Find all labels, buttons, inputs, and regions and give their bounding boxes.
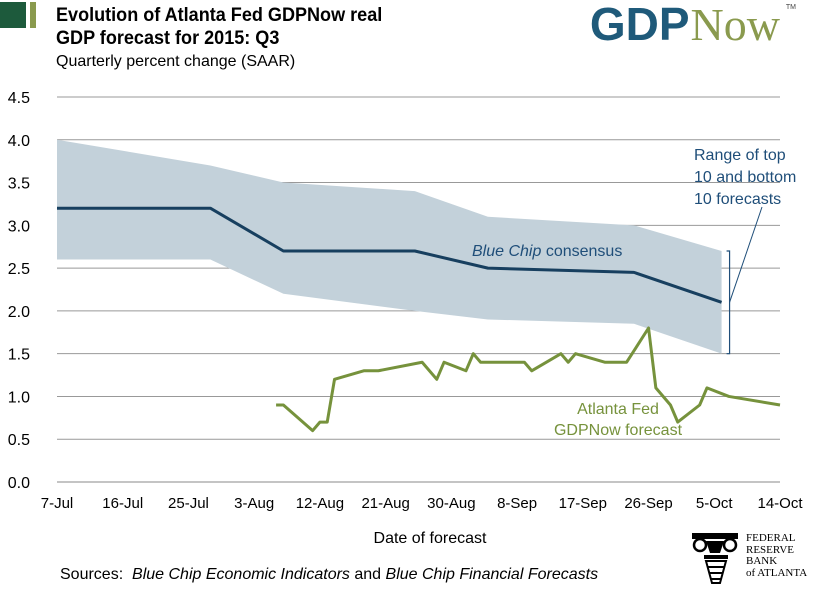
x-tick-label: 7-Jul bbox=[41, 495, 74, 512]
gdpnow-logo: GDPNow bbox=[590, 0, 780, 51]
x-tick-label: 17-Sep bbox=[559, 495, 607, 512]
range-label: 10 and bottom bbox=[694, 169, 796, 186]
x-tick-label: 3-Aug bbox=[234, 495, 274, 512]
title-line-2: GDP forecast for 2015: Q3 bbox=[56, 28, 280, 49]
x-tick-label: 16-Jul bbox=[102, 495, 143, 512]
x-axis-title: Date of forecast bbox=[374, 530, 488, 547]
x-tick-label: 12-Aug bbox=[296, 495, 344, 512]
x-tick-label: 21-Aug bbox=[361, 495, 409, 512]
y-tick-label: 2.5 bbox=[8, 261, 30, 278]
chart-subtitle: Quarterly percent change (SAAR) bbox=[56, 53, 296, 70]
logo-now: Now bbox=[690, 0, 780, 50]
range-callout-line bbox=[729, 206, 763, 303]
frb-atlanta-emblem bbox=[692, 533, 738, 584]
accent-bar-dark bbox=[0, 2, 26, 28]
y-tick-label: 2.0 bbox=[8, 304, 30, 321]
gdpnow-label: GDPNow forecast bbox=[554, 422, 683, 439]
y-tick-label: 1.0 bbox=[8, 389, 30, 406]
frb-atlanta-logo-text: FEDERAL RESERVE BANK of ATLANTA bbox=[746, 532, 808, 579]
title-line-1: Evolution of Atlanta Fed GDPNow real bbox=[56, 5, 383, 26]
range-bracket bbox=[726, 250, 731, 355]
range-label: Range of top bbox=[694, 147, 786, 164]
y-tick-label: 0.5 bbox=[8, 432, 30, 449]
trademark: TM bbox=[785, 4, 796, 11]
y-tick-label: 1.5 bbox=[8, 347, 30, 364]
forecast-range-band bbox=[57, 139, 722, 354]
sources-note: Sources: Blue Chip Economic Indicators a… bbox=[60, 566, 599, 583]
chart-title: Evolution of Atlanta Fed GDPNow real GDP… bbox=[56, 4, 382, 50]
y-tick-label: 0.0 bbox=[8, 475, 30, 492]
consensus-label: Blue Chip consensus bbox=[472, 243, 622, 260]
x-tick-label: 5-Oct bbox=[696, 495, 734, 512]
x-tick-label: 25-Jul bbox=[168, 495, 209, 512]
x-tick-label: 14-Oct bbox=[757, 495, 803, 512]
x-tick-label: 26-Sep bbox=[624, 495, 672, 512]
x-tick-label: 30-Aug bbox=[427, 495, 475, 512]
y-tick-label: 3.5 bbox=[8, 176, 30, 193]
y-tick-label: 4.5 bbox=[8, 90, 30, 107]
range-label: 10 forecasts bbox=[694, 191, 781, 208]
gdpnow-label: Atlanta Fed bbox=[577, 401, 659, 418]
y-tick-label: 3.0 bbox=[8, 218, 30, 235]
accent-bar-light bbox=[30, 2, 36, 28]
y-tick-label: 4.0 bbox=[8, 133, 30, 150]
x-tick-label: 8-Sep bbox=[497, 495, 537, 512]
logo-gdp: GDP bbox=[589, 0, 690, 50]
